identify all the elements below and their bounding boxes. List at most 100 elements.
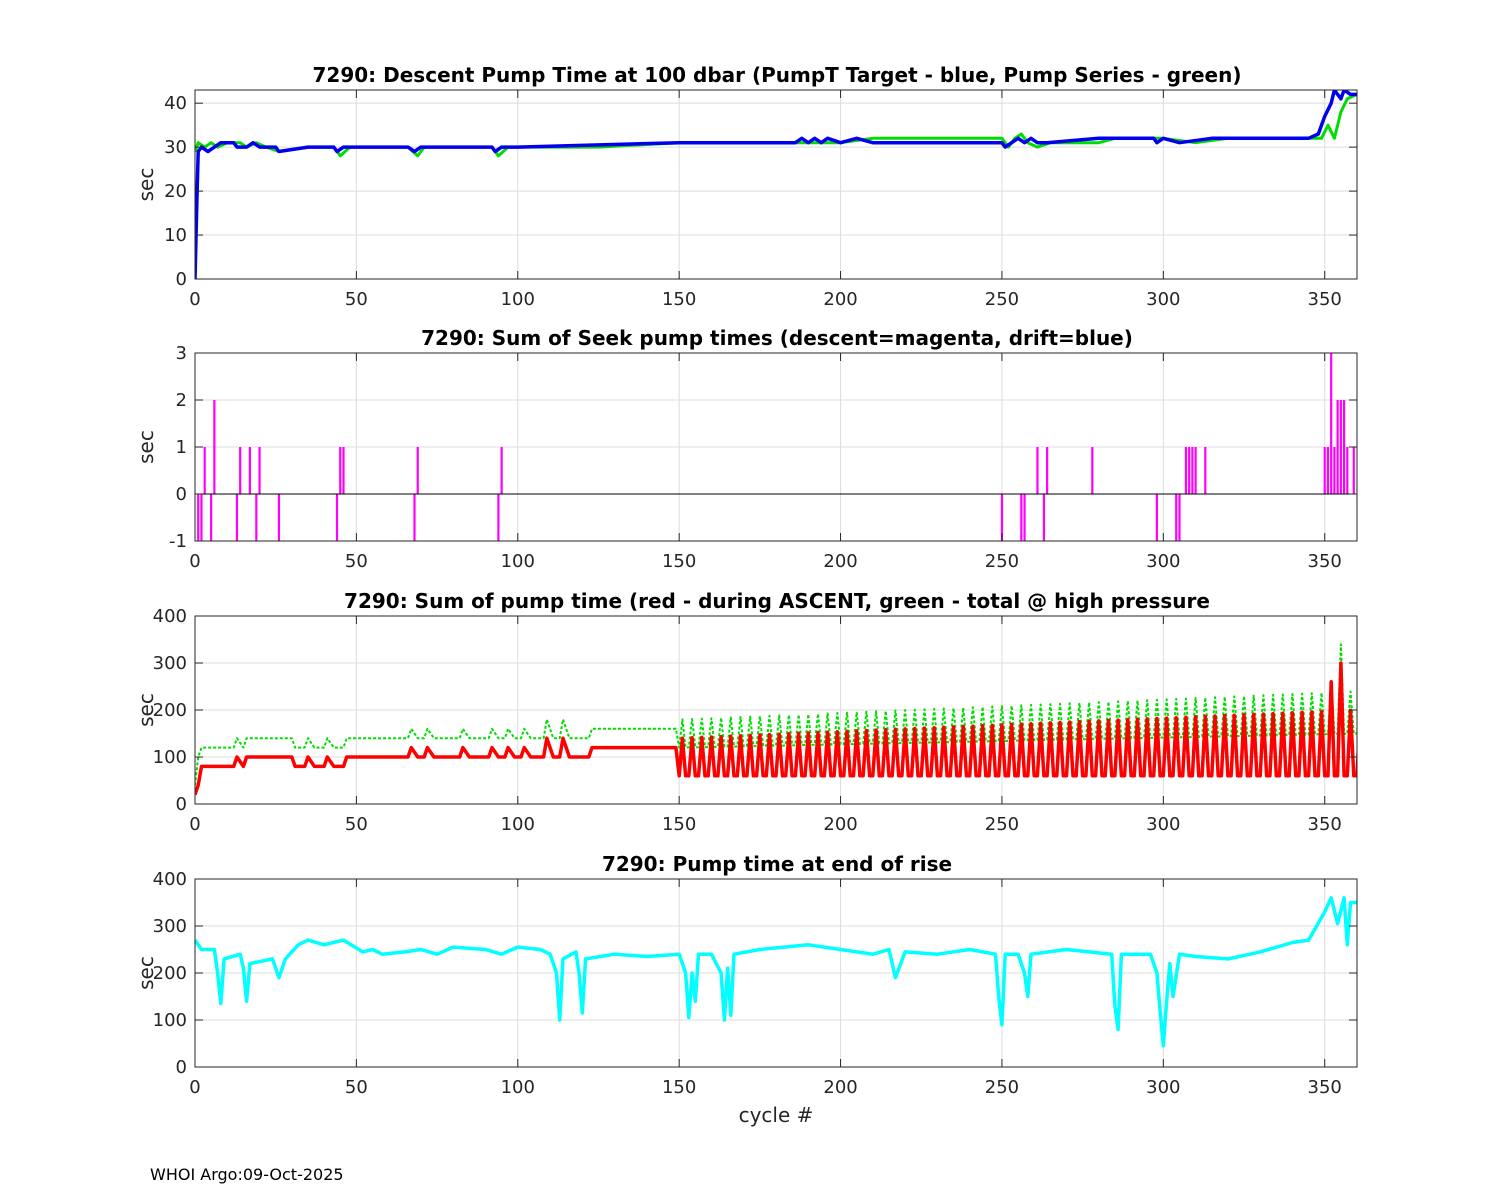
- seek-bar: [342, 447, 345, 494]
- y-tick-label: 400: [153, 606, 187, 627]
- seek-bar: [255, 494, 258, 541]
- y-axis-label: sec: [134, 430, 158, 464]
- seek-bar: [1178, 494, 1181, 541]
- chart-title: 7290: Pump time at end of rise: [602, 852, 952, 876]
- x-tick-label: 50: [345, 289, 368, 310]
- x-tick-label: 300: [1146, 289, 1180, 310]
- seek-bar: [1046, 447, 1049, 494]
- seek-bar: [258, 447, 261, 494]
- y-axis-label: sec: [134, 956, 158, 990]
- seek-bar: [335, 494, 339, 541]
- x-tick-label: 200: [823, 289, 857, 310]
- footer-text: WHOI Argo:09-Oct-2025: [150, 1165, 344, 1184]
- plot-area: [195, 90, 1357, 279]
- y-tick-label: 40: [164, 93, 187, 114]
- seek-bar: [339, 447, 342, 494]
- seek-bar: [1346, 447, 1349, 494]
- series-line-1: [195, 896, 1357, 1048]
- x-tick-label: 200: [823, 1077, 857, 1098]
- x-tick-label: 300: [1146, 551, 1180, 572]
- x-tick-label: 0: [189, 551, 200, 572]
- x-tick-label: 300: [1146, 814, 1180, 835]
- y-tick-label: 100: [153, 747, 187, 768]
- y-tick-label: 200: [153, 963, 187, 984]
- y-tick-label: 0: [176, 1057, 187, 1078]
- x-tick-label: 100: [501, 1077, 535, 1098]
- x-tick-label: 250: [985, 551, 1019, 572]
- x-tick-label: 50: [345, 1077, 368, 1098]
- seek-bar: [200, 494, 203, 541]
- seek-bar: [1042, 494, 1046, 541]
- x-tick-label: 350: [1308, 289, 1342, 310]
- seek-bar: [1036, 447, 1039, 494]
- seek-bar: [248, 447, 251, 494]
- seek-bar: [1184, 447, 1188, 494]
- x-tick-label: 0: [189, 814, 200, 835]
- x-tick-label: 200: [823, 551, 857, 572]
- seek-bar: [416, 447, 419, 494]
- seek-bar: [1023, 494, 1026, 541]
- seek-bar: [1342, 400, 1346, 494]
- x-tick-label: 50: [345, 814, 368, 835]
- seek-bar: [1188, 447, 1191, 494]
- x-tick-label: 100: [501, 814, 535, 835]
- x-tick-label: 50: [345, 551, 368, 572]
- seek-bar: [1326, 447, 1330, 494]
- seek-bar: [1194, 447, 1197, 494]
- x-tick-label: 0: [189, 289, 200, 310]
- seek-bar: [197, 494, 200, 541]
- y-tick-label: 0: [176, 269, 187, 290]
- y-tick-label: 3: [176, 343, 187, 364]
- series-line-2: [195, 661, 1357, 796]
- seek-bar: [1204, 447, 1207, 494]
- seek-bar: [213, 400, 216, 494]
- y-tick-label: 20: [164, 181, 187, 202]
- x-tick-label: 100: [501, 289, 535, 310]
- y-tick-label: 200: [153, 700, 187, 721]
- chart-title: 7290: Descent Pump Time at 100 dbar (Pum…: [313, 63, 1242, 87]
- chart-title: 7290: Sum of Seek pump times (descent=ma…: [421, 326, 1133, 350]
- seek-bar: [239, 447, 242, 494]
- chart-panel-3: 0 50 100 150 200 250 300 350 0 100 200 300 400 7290: …: [134, 589, 1358, 835]
- seek-bar: [413, 494, 416, 541]
- seek-bar: [1191, 447, 1194, 494]
- x-tick-label: 350: [1308, 551, 1342, 572]
- y-tick-label: 30: [164, 137, 187, 158]
- x-axis-label: cycle #: [739, 1103, 814, 1127]
- y-tick-label: 300: [153, 653, 187, 674]
- x-tick-label: 0: [189, 1077, 200, 1098]
- seek-bar: [235, 494, 239, 541]
- seek-bar: [497, 494, 500, 541]
- y-tick-label: 10: [164, 225, 187, 246]
- seek-bar: [277, 494, 281, 541]
- y-axis-label: sec: [134, 168, 158, 202]
- x-tick-label: 250: [985, 289, 1019, 310]
- seek-bar: [1333, 447, 1336, 494]
- seek-bar: [203, 447, 206, 494]
- x-tick-label: 250: [985, 814, 1019, 835]
- series-line-2: [195, 90, 1357, 279]
- y-tick-label: 2: [176, 390, 187, 411]
- seek-bar: [1352, 447, 1355, 494]
- x-tick-label: 100: [501, 551, 535, 572]
- seek-bar: [1339, 400, 1342, 494]
- plot-area: [195, 643, 1357, 796]
- plot-area: [195, 896, 1357, 1048]
- x-tick-label: 150: [662, 1077, 696, 1098]
- seek-bar: [1336, 400, 1339, 494]
- chart-panel-1: 0 50 100 150 200 250 300 350 0 10 20 30 40 7290: Desc…: [134, 63, 1358, 310]
- y-axis-label: sec: [134, 693, 158, 727]
- x-tick-label: 200: [823, 814, 857, 835]
- axes-box: [194, 89, 1358, 280]
- x-tick-label: 300: [1146, 1077, 1180, 1098]
- x-tick-label: 250: [985, 1077, 1019, 1098]
- x-tick-label: 350: [1308, 1077, 1342, 1098]
- y-tick-label: 0: [176, 484, 187, 505]
- seek-bar: [1330, 353, 1333, 494]
- seek-bar: [1323, 447, 1326, 494]
- seek-bar: [1175, 494, 1178, 541]
- series-line-1: [195, 643, 1357, 786]
- x-tick-label: 150: [662, 551, 696, 572]
